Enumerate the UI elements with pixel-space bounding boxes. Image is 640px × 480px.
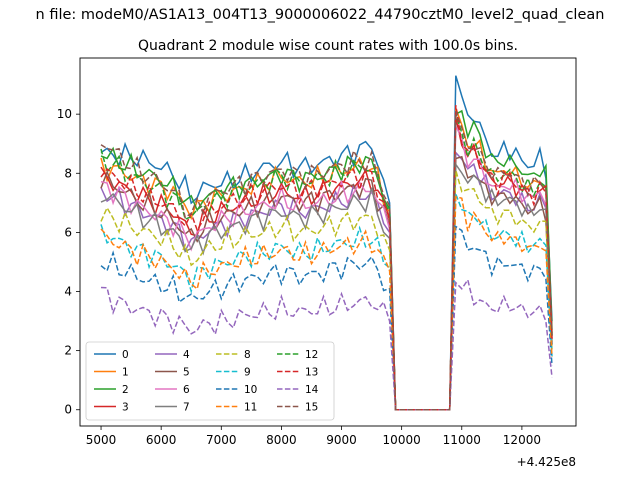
series-line-11 [100, 195, 553, 411]
legend-label-8: 8 [244, 349, 251, 361]
legend-label-15: 15 [305, 402, 318, 414]
plot-lines [100, 75, 553, 411]
legend-label-7: 7 [183, 402, 190, 414]
axes-frame [79, 57, 577, 427]
y-tick-label: 8 [64, 166, 72, 180]
x-tick-label: 12000 [503, 433, 541, 447]
legend-label-10: 10 [244, 384, 257, 396]
series-line-7 [100, 162, 553, 411]
legend-label-2: 2 [122, 384, 129, 396]
legend-label-6: 6 [183, 384, 190, 396]
x-tick-label: 7000 [206, 433, 237, 447]
legend-label-1: 1 [122, 367, 129, 379]
series-line-15 [100, 110, 553, 411]
legend-label-9: 9 [244, 367, 251, 379]
x-tick-label: 8000 [266, 433, 297, 447]
x-tick-label: 10000 [383, 433, 421, 447]
legend-label-13: 13 [305, 367, 318, 379]
legend-label-11: 11 [244, 402, 257, 414]
legend-label-14: 14 [305, 384, 319, 396]
series-line-9 [100, 193, 553, 411]
legend-box [85, 341, 335, 421]
legend-label-3: 3 [122, 402, 129, 414]
y-axis-ticks: 0 2 4 6 8 10 [57, 107, 80, 417]
x-axis-ticks: 5000 6000 7000 8000 9000 10000 11000 12000 [86, 426, 541, 447]
chart-title: Quadrant 2 module wise count rates with … [138, 38, 518, 54]
figure-suptitle: n file: modeM0/AS1A13_004T13_9000006022_… [36, 7, 605, 23]
y-tick-label: 6 [64, 225, 72, 239]
legend-label-5: 5 [183, 367, 190, 379]
series-line-4 [100, 150, 553, 411]
y-tick-label: 4 [64, 285, 72, 299]
series-line-13 [100, 105, 553, 411]
x-tick-label: 11000 [443, 433, 481, 447]
y-tick-label: 2 [64, 344, 72, 358]
series-line-0 [100, 75, 553, 411]
x-tick-label: 6000 [146, 433, 177, 447]
series-line-6 [100, 125, 553, 411]
series-line-10 [100, 225, 553, 411]
y-tick-label: 0 [64, 403, 72, 417]
legend-label-12: 12 [305, 349, 318, 361]
series-line-8 [100, 170, 553, 411]
series-line-14 [100, 278, 553, 411]
legend-label-0: 0 [122, 349, 129, 361]
x-tick-label: 5000 [86, 433, 117, 447]
legend-label-4: 4 [183, 349, 190, 361]
x-tick-label: 9000 [326, 433, 357, 447]
y-tick-label: 10 [57, 107, 72, 121]
x-axis-offset-label: +4.425e8 [517, 455, 576, 469]
